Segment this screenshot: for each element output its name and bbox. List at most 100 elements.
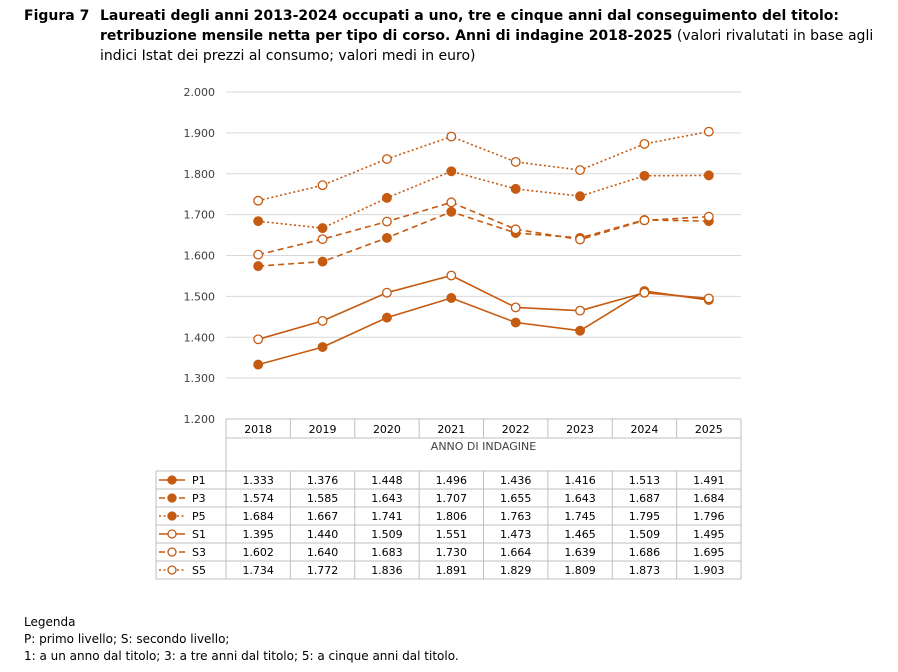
data-label: 1.495 [693,528,725,541]
data-label: 1.903 [693,564,725,577]
data-point-P1 [381,312,392,323]
legend-entry-P5: P5 [192,510,206,523]
data-label: 1.496 [436,474,468,487]
data-point-S5 [575,165,586,176]
data-point-S5 [446,131,457,142]
legend-key-marker [167,493,177,503]
data-label: 1.707 [436,492,468,505]
data-label: 1.686 [629,546,661,559]
legend-entry-P1: P1 [192,474,206,487]
figure-caption-body: Laureati degli anni 2013-2024 occupati a… [100,6,880,66]
data-label: 1.796 [693,510,725,523]
data-point-S3 [381,216,392,227]
data-point-S3 [317,234,328,245]
data-label: 1.795 [629,510,661,523]
data-label: 1.551 [436,528,468,541]
data-label: 1.829 [500,564,532,577]
legend-key-marker [167,529,177,539]
data-point-P3 [446,206,457,217]
legend-block: Legenda P: primo livello; S: secondo liv… [24,614,459,665]
y-tick-label: 1.300 [184,372,216,385]
data-point-S5 [253,195,264,206]
y-tick-label: 1.700 [184,209,216,222]
data-point-P5 [381,192,392,203]
data-point-P5 [510,183,521,194]
data-label: 1.809 [564,564,596,577]
legend-line-years: 1: a un anno dal titolo; 3: a tre anni d… [24,649,459,663]
legend-entry-S5: S5 [192,564,206,577]
data-point-P5 [253,216,264,227]
data-point-P1 [446,293,457,303]
data-label: 1.772 [307,564,339,577]
data-label: 1.491 [693,474,725,487]
data-point-P1 [510,317,521,328]
data-point-P3 [253,261,264,272]
data-point-P1 [253,359,264,370]
legend-entry-S1: S1 [192,528,206,541]
data-label: 1.513 [629,474,661,487]
data-point-S1 [317,315,328,326]
data-point-S5 [703,126,714,137]
x-tick-label: 2021 [437,423,465,436]
data-point-S1 [639,287,650,298]
y-tick-label: 2.000 [184,86,216,99]
y-tick-label: 1.500 [184,290,216,303]
data-point-S1 [575,305,586,316]
data-point-S5 [317,180,328,191]
data-label: 1.333 [242,474,274,487]
data-label: 1.640 [307,546,339,559]
data-label: 1.376 [307,474,339,487]
data-label: 1.643 [371,492,403,505]
data-label: 1.667 [307,510,339,523]
x-tick-label: 2025 [695,423,723,436]
data-label: 1.585 [307,492,339,505]
data-label: 1.684 [693,492,725,505]
data-point-P5 [446,166,457,177]
data-label: 1.440 [307,528,339,541]
data-label: 1.684 [242,510,274,523]
data-label: 1.574 [242,492,274,505]
data-label: 1.664 [500,546,532,559]
figure-note: (valori rivalutati in base agli indici I… [100,28,874,64]
legend-key-marker [167,565,177,575]
x-axis-label: ANNO DI INDAGINE [431,440,536,453]
data-point-P1 [317,342,328,353]
y-tick-label: 1.400 [184,331,216,344]
x-tick-label: 2020 [373,423,401,436]
data-label: 1.655 [500,492,532,505]
data-point-S1 [446,270,457,281]
y-tick-label: 1.200 [184,413,216,426]
data-label: 1.695 [693,546,725,559]
data-label: 1.465 [564,528,596,541]
data-point-S1 [703,293,714,304]
data-label: 1.473 [500,528,532,541]
y-tick-label: 1.800 [184,168,216,181]
legend-key-marker [167,511,177,521]
data-label: 1.639 [564,546,596,559]
data-label: 1.734 [242,564,274,577]
data-label: 1.763 [500,510,532,523]
data-point-S3 [639,215,650,226]
x-tick-label: 2019 [309,423,337,436]
legend-line-levels: P: primo livello; S: secondo livello; [24,632,230,646]
data-point-S3 [575,234,586,245]
data-label: 1.806 [436,510,468,523]
data-point-P5 [317,223,328,234]
data-label: 1.643 [564,492,596,505]
data-point-P1 [575,325,586,336]
data-point-S5 [381,154,392,164]
data-label: 1.509 [371,528,403,541]
data-label: 1.683 [371,546,403,559]
series-line-S5 [258,130,709,202]
data-point-S1 [510,302,521,313]
data-point-S3 [510,224,521,235]
data-point-S1 [381,287,392,298]
data-point-S3 [446,197,457,208]
legend-key-marker [167,475,177,485]
data-label: 1.730 [436,546,468,559]
data-label: 1.448 [371,474,403,487]
data-label: 1.891 [436,564,468,577]
data-point-P5 [703,170,714,181]
data-label: 1.395 [242,528,274,541]
data-label: 1.509 [629,528,661,541]
